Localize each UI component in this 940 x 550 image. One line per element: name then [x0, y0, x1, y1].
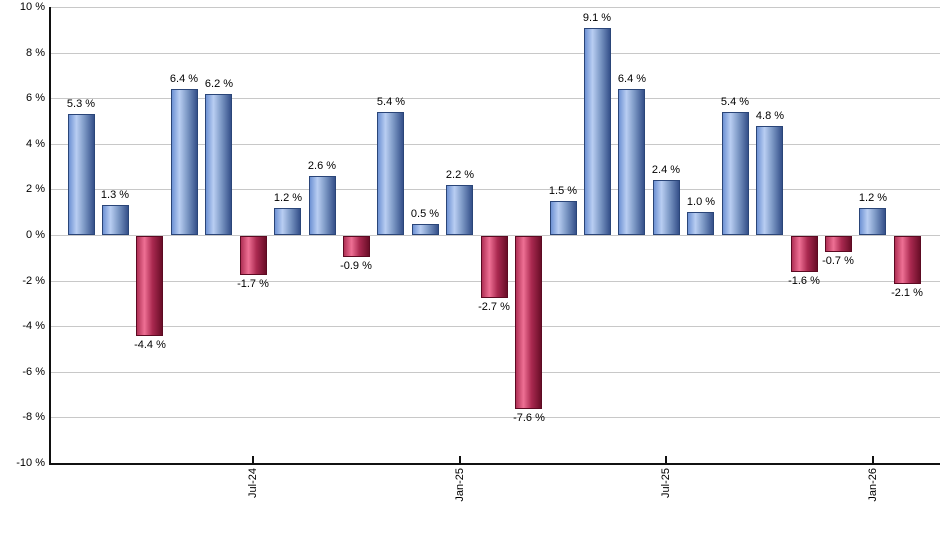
bar-positive[interactable]: [550, 201, 577, 235]
gridline: [51, 98, 940, 99]
bar-value-label: -1.6 %: [788, 275, 820, 287]
x-axis-tick: [459, 456, 461, 465]
bar-value-label: -0.9 %: [340, 260, 372, 272]
bar-positive[interactable]: [68, 114, 95, 235]
bar-positive[interactable]: [274, 208, 301, 235]
gridline: [51, 326, 940, 327]
gridline: [51, 189, 940, 190]
x-axis-tick-label: Jan-25: [454, 468, 466, 502]
bar-negative[interactable]: [481, 236, 508, 298]
bar-value-label: 1.3 %: [100, 189, 130, 201]
y-axis-tick-label: 4 %: [26, 138, 45, 150]
bar-value-label: -2.1 %: [891, 287, 923, 299]
y-axis-tick-label: -10 %: [16, 457, 45, 469]
bar-positive[interactable]: [171, 89, 198, 235]
x-axis-tick-label: Jan-26: [867, 468, 879, 502]
y-axis-tick-label: 0 %: [26, 229, 45, 241]
bar-positive[interactable]: [446, 185, 473, 235]
gridline: [51, 7, 940, 8]
bar-negative[interactable]: [825, 236, 852, 252]
bar-positive[interactable]: [377, 112, 404, 235]
bar-positive[interactable]: [653, 180, 680, 235]
y-axis-tick-label: -8 %: [22, 411, 45, 423]
y-axis-tick-label: 2 %: [26, 183, 45, 195]
bar-positive[interactable]: [584, 28, 611, 235]
x-axis-tick: [665, 456, 667, 465]
bar-positive[interactable]: [687, 212, 714, 235]
bar-positive[interactable]: [412, 224, 439, 235]
y-axis-tick-label: 10 %: [19, 1, 45, 13]
bar-value-label: 5.3 %: [66, 98, 96, 110]
bar-value-label: 5.4 %: [376, 96, 406, 108]
y-axis-tick-label: -4 %: [22, 320, 45, 332]
bar-positive[interactable]: [618, 89, 645, 235]
bar-negative[interactable]: [894, 236, 921, 284]
bar-value-label: 1.2 %: [858, 192, 888, 204]
y-axis-tick-label: 6 %: [26, 92, 45, 104]
gridline: [51, 144, 940, 145]
bar-value-label: 2.2 %: [445, 169, 475, 181]
bar-value-label: -0.7 %: [822, 255, 854, 267]
y-axis-tick-label: -2 %: [22, 275, 45, 287]
bar-value-label: -7.6 %: [513, 412, 545, 424]
bar-value-label: -4.4 %: [134, 339, 166, 351]
y-axis-line: [49, 7, 51, 465]
bar-negative[interactable]: [136, 236, 163, 336]
bar-value-label: 2.4 %: [651, 164, 681, 176]
bar-value-label: 6.4 %: [169, 73, 199, 85]
x-axis-tick: [872, 456, 874, 465]
bar-value-label: -1.7 %: [237, 278, 269, 290]
bar-value-label: 6.4 %: [617, 73, 647, 85]
bar-value-label: -2.7 %: [478, 301, 510, 313]
x-axis-tick-label: Jul-25: [660, 468, 672, 498]
gridline: [51, 53, 940, 54]
x-axis-tick-label: Jul-24: [247, 468, 259, 498]
bar-positive[interactable]: [102, 205, 129, 235]
gridline: [51, 235, 940, 236]
bar-positive[interactable]: [205, 94, 232, 235]
bar-negative[interactable]: [791, 236, 818, 272]
bar-positive[interactable]: [722, 112, 749, 235]
bar-value-label: 1.5 %: [548, 185, 578, 197]
gridline: [51, 372, 940, 373]
bar-value-label: 2.6 %: [307, 160, 337, 172]
y-axis-tick-label: 8 %: [26, 47, 45, 59]
bar-value-label: 1.2 %: [273, 192, 303, 204]
bar-negative[interactable]: [343, 236, 370, 257]
bar-negative[interactable]: [240, 236, 267, 275]
bar-negative[interactable]: [515, 236, 542, 409]
bar-positive[interactable]: [309, 176, 336, 235]
y-axis-tick-label: -6 %: [22, 366, 45, 378]
gridline: [51, 417, 940, 418]
x-axis-line: [49, 463, 940, 465]
bar-positive[interactable]: [859, 208, 886, 235]
bar-value-label: 4.8 %: [755, 110, 785, 122]
bar-value-label: 5.4 %: [720, 96, 750, 108]
bar-value-label: 9.1 %: [582, 12, 612, 24]
bar-value-label: 6.2 %: [204, 78, 234, 90]
bar-positive[interactable]: [756, 126, 783, 235]
bar-value-label: 0.5 %: [410, 208, 440, 220]
bar-value-label: 1.0 %: [686, 196, 716, 208]
x-axis-tick: [252, 456, 254, 465]
